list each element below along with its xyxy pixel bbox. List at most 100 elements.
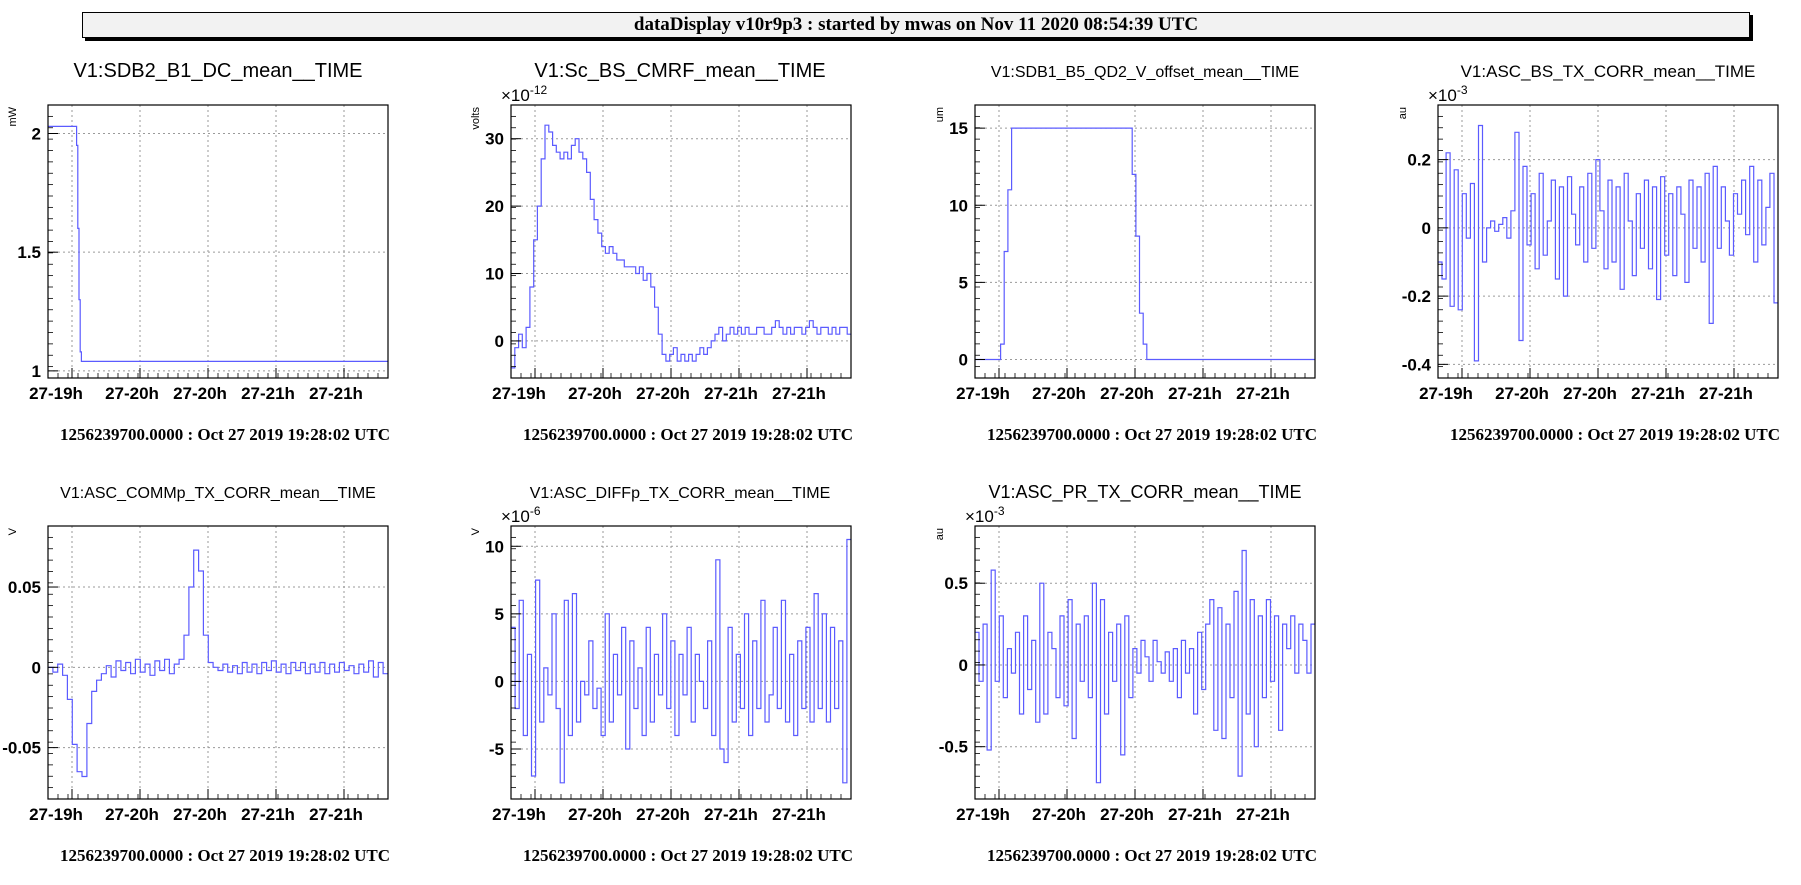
y-tick-label: 20 [485, 197, 504, 216]
chart-5: -0.05 0 0.05 27-19h 27-20h 27-20h 27-21h 27-21h… [2, 485, 390, 865]
y-tick-label: 0.5 [944, 574, 968, 593]
y-axis-label: au [934, 528, 946, 540]
x-tick-label: 27-19h [956, 805, 1010, 824]
chart-title: V1:ASC_DIFFp_TX_CORR_mean__TIME [530, 485, 831, 502]
chart-2: 0 10 20 30 27-19h 27-20h 27-20h 27-21h 27-21h V1:… [470, 60, 853, 444]
y-tick-label: 10 [485, 265, 504, 284]
x-tick-label: 27-19h [492, 805, 546, 824]
display-banner: dataDisplay v10r9p3 : started by mwas on… [82, 12, 1750, 38]
plot-frame [47, 525, 389, 800]
x-tick-label: 27-20h [1495, 384, 1549, 403]
chart-footer: 1256239700.0000 : Oct 27 2019 19:28:02 U… [987, 425, 1317, 444]
y-tick-label: 10 [949, 196, 968, 215]
axis-exponent: ×10-3 [965, 504, 1005, 526]
chart-4: -0.4 -0.2 0 0.2 27-19h 27-20h 27-20h 27-21h 27-2… [1397, 62, 1780, 444]
chart-footer: 1256239700.0000 : Oct 27 2019 19:28:02 U… [60, 846, 390, 865]
y-tick-label: -0.05 [2, 739, 41, 758]
axis-exponent: ×10-12 [501, 83, 548, 105]
x-tick-label: 27-20h [1032, 805, 1086, 824]
chart-title: V1:SDB1_B5_QD2_V_offset_mean__TIME [991, 64, 1299, 81]
y-tick-label: 0 [959, 656, 968, 675]
chart-1: 1 1.5 2 27-19h 27-20h 27-20h 27-21h 27-21h V1:SD… [7, 60, 390, 444]
plot-frame [974, 525, 1316, 800]
x-tick-label: 27-20h [173, 384, 227, 403]
x-tick-label: 27-20h [568, 384, 622, 403]
series-trace [48, 549, 388, 778]
y-axis-label: au [1397, 107, 1409, 119]
y-tick-label: -0.2 [1402, 287, 1431, 306]
y-tick-label: -0.5 [939, 738, 968, 757]
y-tick-label: 30 [485, 130, 504, 149]
x-tick-label: 27-21h [309, 384, 363, 403]
y-tick-label: 0 [1422, 219, 1431, 238]
plot-frame [974, 104, 1316, 379]
chart-7: -0.5 0 0.5 27-19h 27-20h 27-20h 27-21h 27-21h V1… [934, 482, 1317, 865]
chart-footer: 1256239700.0000 : Oct 27 2019 19:28:02 U… [523, 846, 853, 865]
x-tick-label: 27-20h [1100, 805, 1154, 824]
series-trace [511, 124, 851, 369]
y-tick-label: 10 [485, 537, 504, 556]
y-axis-label: V [7, 527, 19, 535]
x-tick-label: 27-19h [1419, 384, 1473, 403]
y-tick-label: 2 [32, 124, 41, 143]
series-trace [511, 538, 851, 784]
x-tick-label: 27-21h [241, 805, 295, 824]
x-tick-label: 27-21h [1168, 805, 1222, 824]
x-tick-label: 27-20h [636, 805, 690, 824]
x-tick-label: 27-20h [636, 384, 690, 403]
series-trace [975, 549, 1315, 784]
chart-6: -5 0 5 10 27-19h 27-20h 27-20h 27-21h 27-21h V1:A… [470, 485, 853, 865]
y-tick-label: 0.2 [1407, 151, 1431, 170]
y-tick-label: 5 [959, 273, 968, 292]
y-tick-label: 0.05 [8, 578, 41, 597]
x-tick-label: 27-21h [772, 384, 826, 403]
y-tick-label: 1.5 [17, 243, 41, 262]
axis-exponent: ×10-3 [1428, 83, 1468, 105]
y-tick-label: 5 [495, 605, 504, 624]
axis-exponent-power: -3 [994, 504, 1005, 518]
axis-exponent-power: -3 [1457, 83, 1468, 97]
y-tick-label: 15 [949, 119, 968, 138]
chart-title: V1:SDB2_B1_DC_mean__TIME [73, 60, 362, 82]
x-tick-label: 27-20h [173, 805, 227, 824]
x-tick-label: 27-19h [29, 384, 83, 403]
chart-title: V1:ASC_PR_TX_CORR_mean__TIME [988, 482, 1301, 503]
x-tick-label: 27-19h [956, 384, 1010, 403]
y-tick-label: -5 [489, 740, 504, 759]
x-tick-label: 27-19h [492, 384, 546, 403]
axis-exponent: ×10-6 [501, 504, 541, 526]
y-axis-label: mW [7, 106, 19, 126]
y-tick-label: 0 [495, 672, 504, 691]
y-axis-label: um [934, 107, 946, 122]
plot-frame [47, 104, 389, 379]
chart-title: V1:Sc_BS_CMRF_mean__TIME [534, 60, 825, 82]
chart-footer: 1256239700.0000 : Oct 27 2019 19:28:02 U… [523, 425, 853, 444]
chart-footer: 1256239700.0000 : Oct 27 2019 19:28:02 U… [60, 425, 390, 444]
y-tick-label: -0.4 [1402, 355, 1432, 374]
x-tick-label: 27-21h [704, 384, 758, 403]
x-tick-label: 27-19h [29, 805, 83, 824]
y-tick-label: 0 [959, 350, 968, 369]
x-tick-label: 27-21h [1699, 384, 1753, 403]
series-trace [975, 127, 1315, 361]
plot-frame [510, 104, 852, 379]
chart-3: 0 5 10 15 27-19h 27-20h 27-20h 27-21h 27-21h V1:S… [934, 64, 1317, 444]
y-tick-label: 0 [495, 332, 504, 351]
axis-exponent-power: -12 [530, 83, 548, 97]
x-tick-label: 27-20h [1563, 384, 1617, 403]
y-tick-label: 0 [32, 658, 41, 677]
series-trace [48, 125, 388, 362]
x-tick-label: 27-21h [704, 805, 758, 824]
x-tick-label: 27-20h [105, 384, 159, 403]
axis-exponent-power: -6 [530, 504, 541, 518]
y-axis-label: volts [470, 107, 482, 130]
chart-title: V1:ASC_BS_TX_CORR_mean__TIME [1461, 62, 1756, 81]
x-tick-label: 27-21h [309, 805, 363, 824]
x-tick-label: 27-20h [568, 805, 622, 824]
x-tick-label: 27-21h [241, 384, 295, 403]
chart-footer: 1256239700.0000 : Oct 27 2019 19:28:02 U… [1450, 425, 1780, 444]
x-tick-label: 27-20h [1032, 384, 1086, 403]
x-tick-label: 27-21h [772, 805, 826, 824]
x-tick-label: 27-21h [1631, 384, 1685, 403]
